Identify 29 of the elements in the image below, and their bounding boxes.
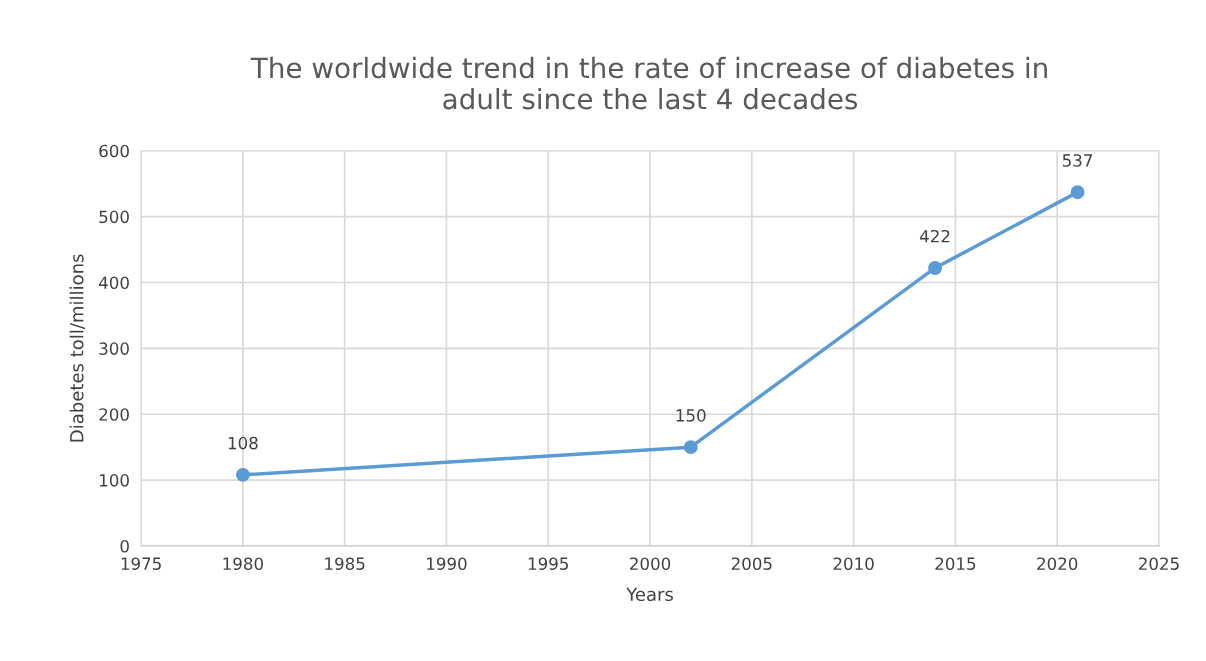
data-label: 150	[676, 409, 706, 422]
point	[928, 261, 942, 275]
x-tick-label: 1985	[325, 557, 365, 570]
point	[235, 467, 250, 482]
x-tick-label: 2005	[731, 557, 772, 570]
x-tick-label: 2010	[833, 557, 874, 570]
y-tick-label: 500	[99, 210, 129, 224]
x-tick-label: 1990	[427, 557, 467, 570]
y-tick-label: 0	[120, 539, 129, 553]
y-tick-label: 400	[98, 276, 129, 290]
x-tick-label: 2025	[1138, 557, 1179, 570]
x-tick-label: 2000	[630, 557, 671, 570]
x-tick-label: 1995	[528, 557, 568, 570]
data-label: 422	[919, 229, 950, 243]
data-label: 108	[228, 436, 258, 450]
y-tick-label: 600	[99, 144, 129, 158]
x-tick-label: 1975	[121, 557, 161, 570]
data-label: 537	[1062, 154, 1093, 167]
y-axis-title: Diabetes toll/millions	[69, 254, 85, 442]
point	[1070, 185, 1085, 200]
chart-title: The worldwide trend in the rate of increase of diabetes in adult since the last 4 decades	[250, 56, 1047, 110]
x-tick-label: 1980	[223, 557, 263, 570]
x-tick-label: 2015	[935, 557, 976, 570]
x-tick-label: 2020	[1037, 557, 1078, 570]
y-tick-label: 300	[99, 342, 129, 355]
y-tick-label: 200	[99, 408, 129, 421]
x-axis-title: Years	[626, 587, 673, 602]
y-tick-label: 100	[100, 474, 129, 487]
point	[683, 440, 698, 455]
